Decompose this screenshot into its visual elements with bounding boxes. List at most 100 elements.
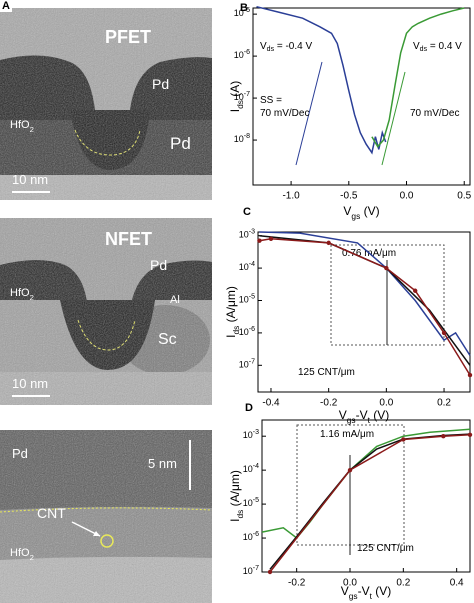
image-label-part: 10 nm <box>12 172 48 187</box>
data-point <box>467 432 473 437</box>
tick-exp: -4 <box>249 261 255 268</box>
data-point <box>441 433 446 439</box>
x-axis-label: Vgs-Vt (V) <box>339 408 390 425</box>
x-axis-label-part: V <box>339 408 347 422</box>
annotation-part: = -0.4 V <box>274 41 312 52</box>
image-label-part: 2 <box>30 125 34 134</box>
tick-base: 10 <box>239 262 249 272</box>
tick-base: 10 <box>239 360 249 370</box>
panel-label: C <box>243 206 251 218</box>
data-point <box>267 569 273 575</box>
tick-exp: -3 <box>249 229 255 236</box>
y-axis-label-part: I <box>224 335 238 338</box>
x-axis-label-part: t <box>370 591 373 601</box>
annotation: 70 mV/Dec <box>410 108 459 119</box>
tick-exp: -8 <box>244 133 250 140</box>
panel-label: B <box>240 2 248 14</box>
tick-exp: -5 <box>249 294 255 301</box>
data-point <box>467 372 473 378</box>
y-tick-label: 10-6 <box>239 326 255 337</box>
x-axis-label-part: V <box>343 204 351 218</box>
image-label: HfO2 <box>10 547 34 562</box>
y-axis-label: Ids (A/μm) <box>228 470 245 522</box>
data-point <box>384 265 389 271</box>
tem-image-cnt <box>0 430 213 603</box>
image-label-part: Pd <box>150 257 167 273</box>
tick-exp: -7 <box>244 91 250 98</box>
y-axis-label-part: ds <box>235 510 245 519</box>
x-tick-label: -0.4 <box>262 398 280 409</box>
plot-frame <box>261 419 471 573</box>
image-label-part: 5 nm <box>148 456 177 471</box>
image-label: 10 nm <box>12 172 48 187</box>
annotation-part: 125 CNT/μm <box>298 367 355 378</box>
annotation-part: 70 mV/Dec <box>260 108 309 119</box>
image-label: 5 nm <box>148 456 177 471</box>
series-line <box>259 231 471 356</box>
annotation-part: SS = <box>260 95 282 106</box>
x-axis-label-part: (V) <box>370 408 389 422</box>
tick-base: 10 <box>239 295 249 305</box>
x-tick-label: 0.4 <box>450 578 464 589</box>
data-point <box>257 238 262 243</box>
data-point <box>412 288 418 293</box>
y-axis-label-part: ds <box>231 326 241 335</box>
y-tick-label: 10-5 <box>243 497 259 508</box>
tick-base: 10 <box>234 50 244 60</box>
image-label: Al <box>170 294 180 306</box>
tick-exp: -6 <box>244 49 250 56</box>
annotation: 125 CNT/μm <box>298 367 355 378</box>
x-tick-label: 0.2 <box>396 578 410 589</box>
tick-base: 10 <box>243 532 253 542</box>
y-tick-label: 10-7 <box>239 359 255 370</box>
annotation: 1.16 mA/μm <box>320 429 374 440</box>
x-tick-label: 0.0 <box>379 398 393 409</box>
y-tick-label: 10-7 <box>243 565 259 576</box>
image-label: NFET <box>105 229 152 249</box>
image-label-part: CNT <box>37 505 66 521</box>
image-label: PFET <box>105 27 151 47</box>
y-axis-label-part: (A/μm) <box>224 286 238 326</box>
y-axis-label: Ids (A/μm) <box>224 286 241 338</box>
x-tick-label: 0.0 <box>343 578 357 589</box>
series-line <box>256 5 387 155</box>
image-label: Pd <box>150 257 167 273</box>
tick-base: 10 <box>234 92 244 102</box>
plot-frame <box>257 231 471 393</box>
x-tick-label: -1.0 <box>282 191 300 202</box>
tick-base: 10 <box>239 230 249 240</box>
panel-label: D <box>245 402 253 414</box>
image-label: HfO2 <box>10 287 34 302</box>
image-label: CNT <box>37 505 66 521</box>
data-point <box>326 240 331 246</box>
image-label-part: Pd <box>12 446 28 461</box>
x-tick-label: -0.2 <box>288 578 306 589</box>
annotation-part: V <box>260 41 267 52</box>
annotation: Vds = -0.4 V <box>260 41 312 54</box>
y-tick-label: 10-3 <box>243 430 259 441</box>
image-label-part: 10 nm <box>12 376 48 391</box>
image-label-part: Pd <box>170 134 191 153</box>
image-label: HfO2 <box>10 119 34 134</box>
image-label: 10 nm <box>12 376 48 391</box>
tick-base: 10 <box>234 9 244 19</box>
image-label-part: 2 <box>30 293 34 302</box>
image-label-part: Pd <box>152 76 169 92</box>
y-axis-label: Ids (A) <box>228 81 245 113</box>
image-label-part: HfO <box>10 547 30 559</box>
y-tick-label: 10-4 <box>243 463 259 474</box>
tick-base: 10 <box>243 465 253 475</box>
annotation-part: ds <box>267 46 275 53</box>
data-point <box>441 330 447 336</box>
annotation-part: 70 mV/Dec <box>410 108 459 119</box>
tick-exp: -4 <box>253 463 259 470</box>
x-axis-label-part: (V) <box>372 584 391 598</box>
data-point <box>347 467 353 473</box>
plot-frame <box>252 7 471 186</box>
image-label-part: PFET <box>105 27 151 47</box>
image-label: Sc <box>158 331 177 348</box>
tick-exp: -7 <box>249 359 255 366</box>
y-tick-label: 10-5 <box>234 7 250 18</box>
series-line <box>259 238 471 376</box>
annotation: Vds = 0.4 V <box>413 41 462 54</box>
